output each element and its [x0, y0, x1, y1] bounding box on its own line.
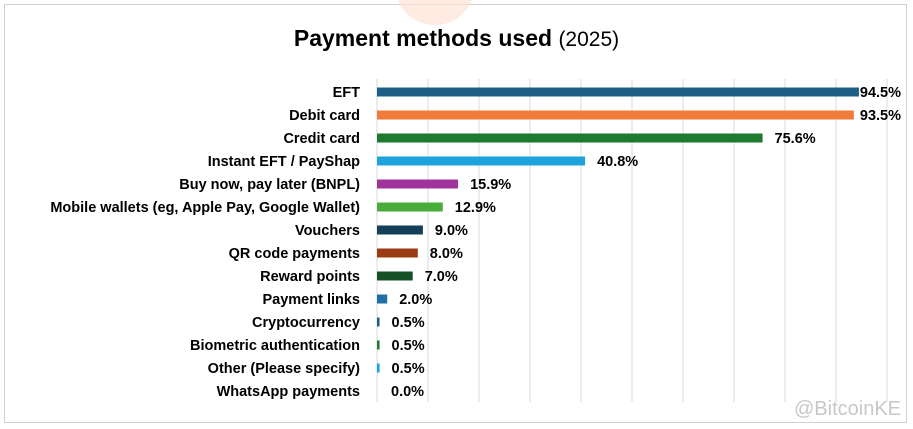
value-label: 94.5%	[860, 85, 901, 101]
bar	[377, 202, 443, 212]
bars	[377, 87, 859, 373]
watermark: @BitcoinKE	[793, 398, 901, 420]
chart-frame	[4, 4, 907, 423]
value-label: 0.5%	[392, 315, 425, 331]
bar	[377, 317, 380, 327]
chart-title-main: Payment methods used	[293, 25, 553, 51]
category-label: Buy now, pay later (BNPL)	[179, 177, 360, 193]
category-labels: EFT Debit card Credit card Instant EFT / Pa…	[50, 85, 360, 400]
bar	[377, 110, 854, 120]
value-label: 9.0%	[435, 223, 468, 239]
bar	[377, 248, 418, 258]
category-label: Vouchers	[295, 223, 360, 239]
gridlines	[376, 79, 888, 402]
bar	[377, 363, 380, 373]
value-label: 15.9%	[470, 177, 511, 193]
bar	[377, 294, 388, 304]
value-labels: 94.5% 93.5% 75.6% 40.8% 15.9% 12.9% 9.0% 8.0% 7.…	[391, 85, 901, 400]
value-label: 75.6%	[775, 131, 816, 147]
value-label: 7.0%	[425, 269, 458, 285]
value-label: 0.5%	[392, 338, 425, 354]
category-label: Instant EFT / PayShap	[208, 154, 360, 170]
value-label: 93.5%	[860, 108, 901, 124]
value-label: 2.0%	[399, 292, 432, 308]
category-label: Payment links	[262, 292, 360, 308]
bar	[377, 225, 423, 235]
category-label: Biometric authentication	[190, 338, 360, 354]
category-label: Credit card	[283, 131, 360, 147]
category-label: QR code payments	[229, 246, 360, 262]
bar	[377, 271, 413, 281]
bar	[377, 156, 586, 166]
chart-title-year: (2025)	[558, 28, 620, 51]
value-label: 0.5%	[392, 361, 425, 377]
category-label: EFT	[333, 85, 361, 101]
category-label: Cryptocurrency	[252, 315, 360, 331]
category-label: Mobile wallets (eg, Apple Pay, Google Wa…	[50, 200, 360, 216]
category-label: Debit card	[289, 108, 360, 124]
value-label: 0.0%	[391, 384, 424, 400]
chart-title: Payment methods used (2025)	[0, 25, 913, 52]
bar	[377, 87, 859, 97]
bar	[377, 179, 459, 189]
value-label: 12.9%	[455, 200, 496, 216]
bar	[377, 133, 763, 143]
category-label: WhatsApp payments	[217, 384, 360, 400]
category-label: Other (Please specify)	[208, 361, 360, 377]
value-label: 40.8%	[597, 154, 638, 170]
category-label: Reward points	[260, 269, 360, 285]
value-label: 8.0%	[430, 246, 463, 262]
bar	[377, 340, 380, 350]
